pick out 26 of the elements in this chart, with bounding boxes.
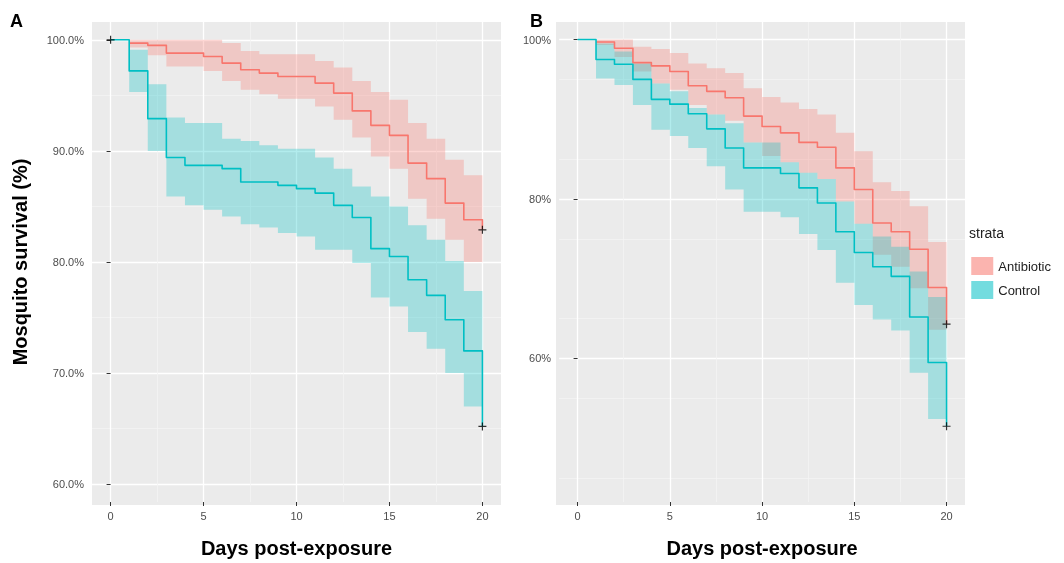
x-tick-label: 15: [848, 509, 861, 522]
y-tick-label: 60.0%: [52, 478, 85, 491]
legend-label: Antibiotic: [998, 258, 1052, 274]
chart-title: A: [10, 11, 23, 31]
x-tick-label: 10: [755, 509, 769, 522]
x-tick-label: 20: [476, 509, 489, 522]
legend-title: strata: [968, 225, 1005, 241]
x-axis-title: Days post-exposure: [200, 537, 393, 559]
y-tick-label: 100%: [522, 33, 552, 46]
chart-title: B: [530, 11, 543, 31]
y-tick-label: 60%: [529, 352, 552, 365]
x-tick-label: 5: [200, 509, 207, 522]
y-tick-label: 80%: [529, 193, 552, 206]
x-tick-label: 5: [666, 509, 673, 522]
y-tick-label: 90.0%: [52, 144, 85, 157]
y-tick-label: 70.0%: [52, 367, 85, 380]
y-tick-label: 80.0%: [52, 256, 85, 268]
x-tick-label: 0: [107, 509, 114, 522]
legend-label: Control: [998, 282, 1041, 298]
y-axis-title: Mosquito survival (%): [9, 158, 31, 366]
x-tick-label: 15: [383, 509, 396, 522]
x-tick-label: 0: [574, 509, 581, 522]
x-tick-label: 20: [940, 509, 953, 522]
x-axis-title: Days post-exposure: [666, 537, 858, 559]
y-tick-label: 100.0%: [46, 33, 85, 46]
x-tick-label: 10: [290, 509, 303, 522]
